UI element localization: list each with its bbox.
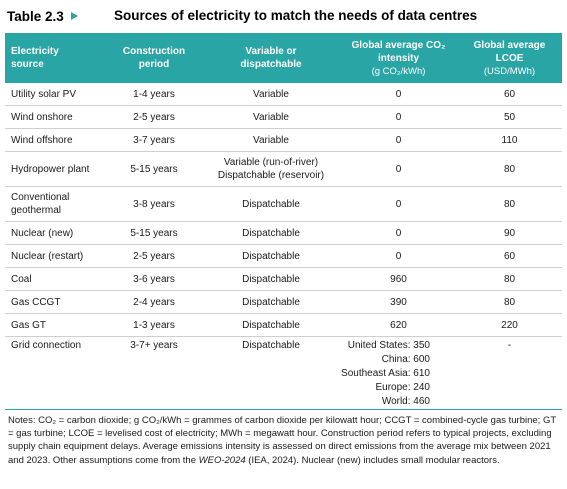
triangle-arrow-icon <box>70 12 78 20</box>
cell-co2: 390 <box>340 290 457 314</box>
cell-co2: 0 <box>340 244 457 268</box>
cell-lcoe: 60 <box>457 244 562 268</box>
cell-type: Dispatchable <box>202 336 340 410</box>
table-row: Conventional geothermal 3-8 years Dispatcha… <box>5 186 562 222</box>
cell-period: 3-7+ years <box>106 336 202 410</box>
table-notes: Notes: CO₂ = carbon dioxide; g CO₂/kWh =… <box>8 415 556 466</box>
cell-source: Wind onshore <box>5 105 106 129</box>
table-title: Sources of electricity to match the need… <box>114 8 478 23</box>
cell-co2: 960 <box>340 267 457 291</box>
cell-source: Gas CCGT <box>5 290 106 314</box>
table-number: Table 2.3 <box>7 8 64 24</box>
electricity-sources-table: Electricity source Construction period V… <box>5 33 562 410</box>
notes-italic-reference: WEO-2024 <box>198 454 246 466</box>
co2-region-value: World: 460 <box>381 396 430 407</box>
cell-type: Variable <box>202 105 340 129</box>
cell-period: 2-5 years <box>106 244 202 268</box>
cell-lcoe: 60 <box>457 83 562 106</box>
cell-co2: 0 <box>340 105 457 129</box>
cell-type: Dispatchable <box>202 186 340 222</box>
cell-co2: 620 <box>340 313 457 337</box>
cell-co2-regions: United States: 350 China: 600 Southeast … <box>340 336 457 410</box>
table-row: Gas CCGT 2-4 years Dispatchable 390 80 <box>5 290 562 314</box>
cell-co2: 0 <box>340 186 457 222</box>
cell-source: Utility solar PV <box>5 83 106 106</box>
cell-period: 2-5 years <box>106 105 202 129</box>
cell-period: 2-4 years <box>106 290 202 314</box>
cell-co2: 0 <box>340 128 457 152</box>
cell-lcoe: 50 <box>457 105 562 129</box>
cell-lcoe: 80 <box>457 151 562 187</box>
header-source: Electricity source <box>11 46 59 70</box>
table-row: Nuclear (new) 5-15 years Dispatchable 0 90 <box>5 221 562 245</box>
table-row: Wind offshore 3-7 years Variable 0 110 <box>5 128 562 152</box>
cell-source: Gas GT <box>5 313 106 337</box>
cell-type: Variable (run-of-river) Dispatchable (res… <box>202 151 340 187</box>
cell-lcoe: 80 <box>457 267 562 291</box>
cell-lcoe: 80 <box>457 186 562 222</box>
cell-source: Coal <box>5 267 106 291</box>
cell-source: Conventional geothermal <box>5 186 106 222</box>
table-row: Utility solar PV 1-4 years Variable 0 60 <box>5 83 562 106</box>
cell-source: Wind offshore <box>5 128 106 152</box>
cell-period: 1-4 years <box>106 83 202 106</box>
cell-type: Dispatchable <box>202 221 340 245</box>
header-co2: Global average CO₂ intensity (g CO₂/kWh) <box>351 39 446 77</box>
cell-source: Hydropower plant <box>5 151 106 187</box>
table-row: Nuclear (restart) 2-5 years Dispatchable 0 6… <box>5 244 562 268</box>
cell-lcoe: 110 <box>457 128 562 152</box>
cell-source: Grid connection <box>5 336 106 410</box>
cell-period: 3-7 years <box>106 128 202 152</box>
cell-lcoe: 80 <box>457 290 562 314</box>
co2-region-value: China: 600 <box>381 354 430 365</box>
cell-period: 3-8 years <box>106 186 202 222</box>
cell-lcoe: - <box>457 336 562 410</box>
table-row-grid: Grid connection 3-7+ years Dispatchable … <box>5 336 562 410</box>
cell-co2: 0 <box>340 151 457 187</box>
cell-co2: 0 <box>340 83 457 106</box>
cell-type: Dispatchable <box>202 313 340 337</box>
cell-type: Variable <box>202 128 340 152</box>
cell-type: Dispatchable <box>202 267 340 291</box>
table-header-row: Electricity source Construction period V… <box>5 33 562 83</box>
co2-region-value: Europe: 240 <box>375 382 431 393</box>
cell-co2: 0 <box>340 221 457 245</box>
header-variable: Variable or dispatchable <box>240 46 302 70</box>
table-row: Gas GT 1-3 years Dispatchable 620 220 <box>5 313 562 337</box>
header-construction: Construction period <box>122 46 186 70</box>
co2-region-value: Southeast Asia: 610 <box>341 368 430 379</box>
table-title-row: Table 2.3 Sources of electricity to matc… <box>7 6 477 26</box>
cell-source: Nuclear (restart) <box>5 244 106 268</box>
table-row: Hydropower plant 5-15 years Variable (run-… <box>5 151 562 187</box>
cell-source: Nuclear (new) <box>5 221 106 245</box>
table-row: Wind onshore 2-5 years Variable 0 50 <box>5 105 562 129</box>
cell-period: 5-15 years <box>106 151 202 187</box>
header-lcoe: Global average LCOE (USD/MWh) <box>473 39 546 77</box>
cell-lcoe: 90 <box>457 221 562 245</box>
co2-region-value: United States: 350 <box>347 340 430 351</box>
cell-type: Variable <box>202 83 340 106</box>
cell-type: Dispatchable <box>202 290 340 314</box>
cell-lcoe: 220 <box>457 313 562 337</box>
cell-period: 3-6 years <box>106 267 202 291</box>
cell-period: 5-15 years <box>106 221 202 245</box>
cell-period: 1-3 years <box>106 313 202 337</box>
cell-type: Dispatchable <box>202 244 340 268</box>
table-row: Coal 3-6 years Dispatchable 960 80 <box>5 267 562 291</box>
